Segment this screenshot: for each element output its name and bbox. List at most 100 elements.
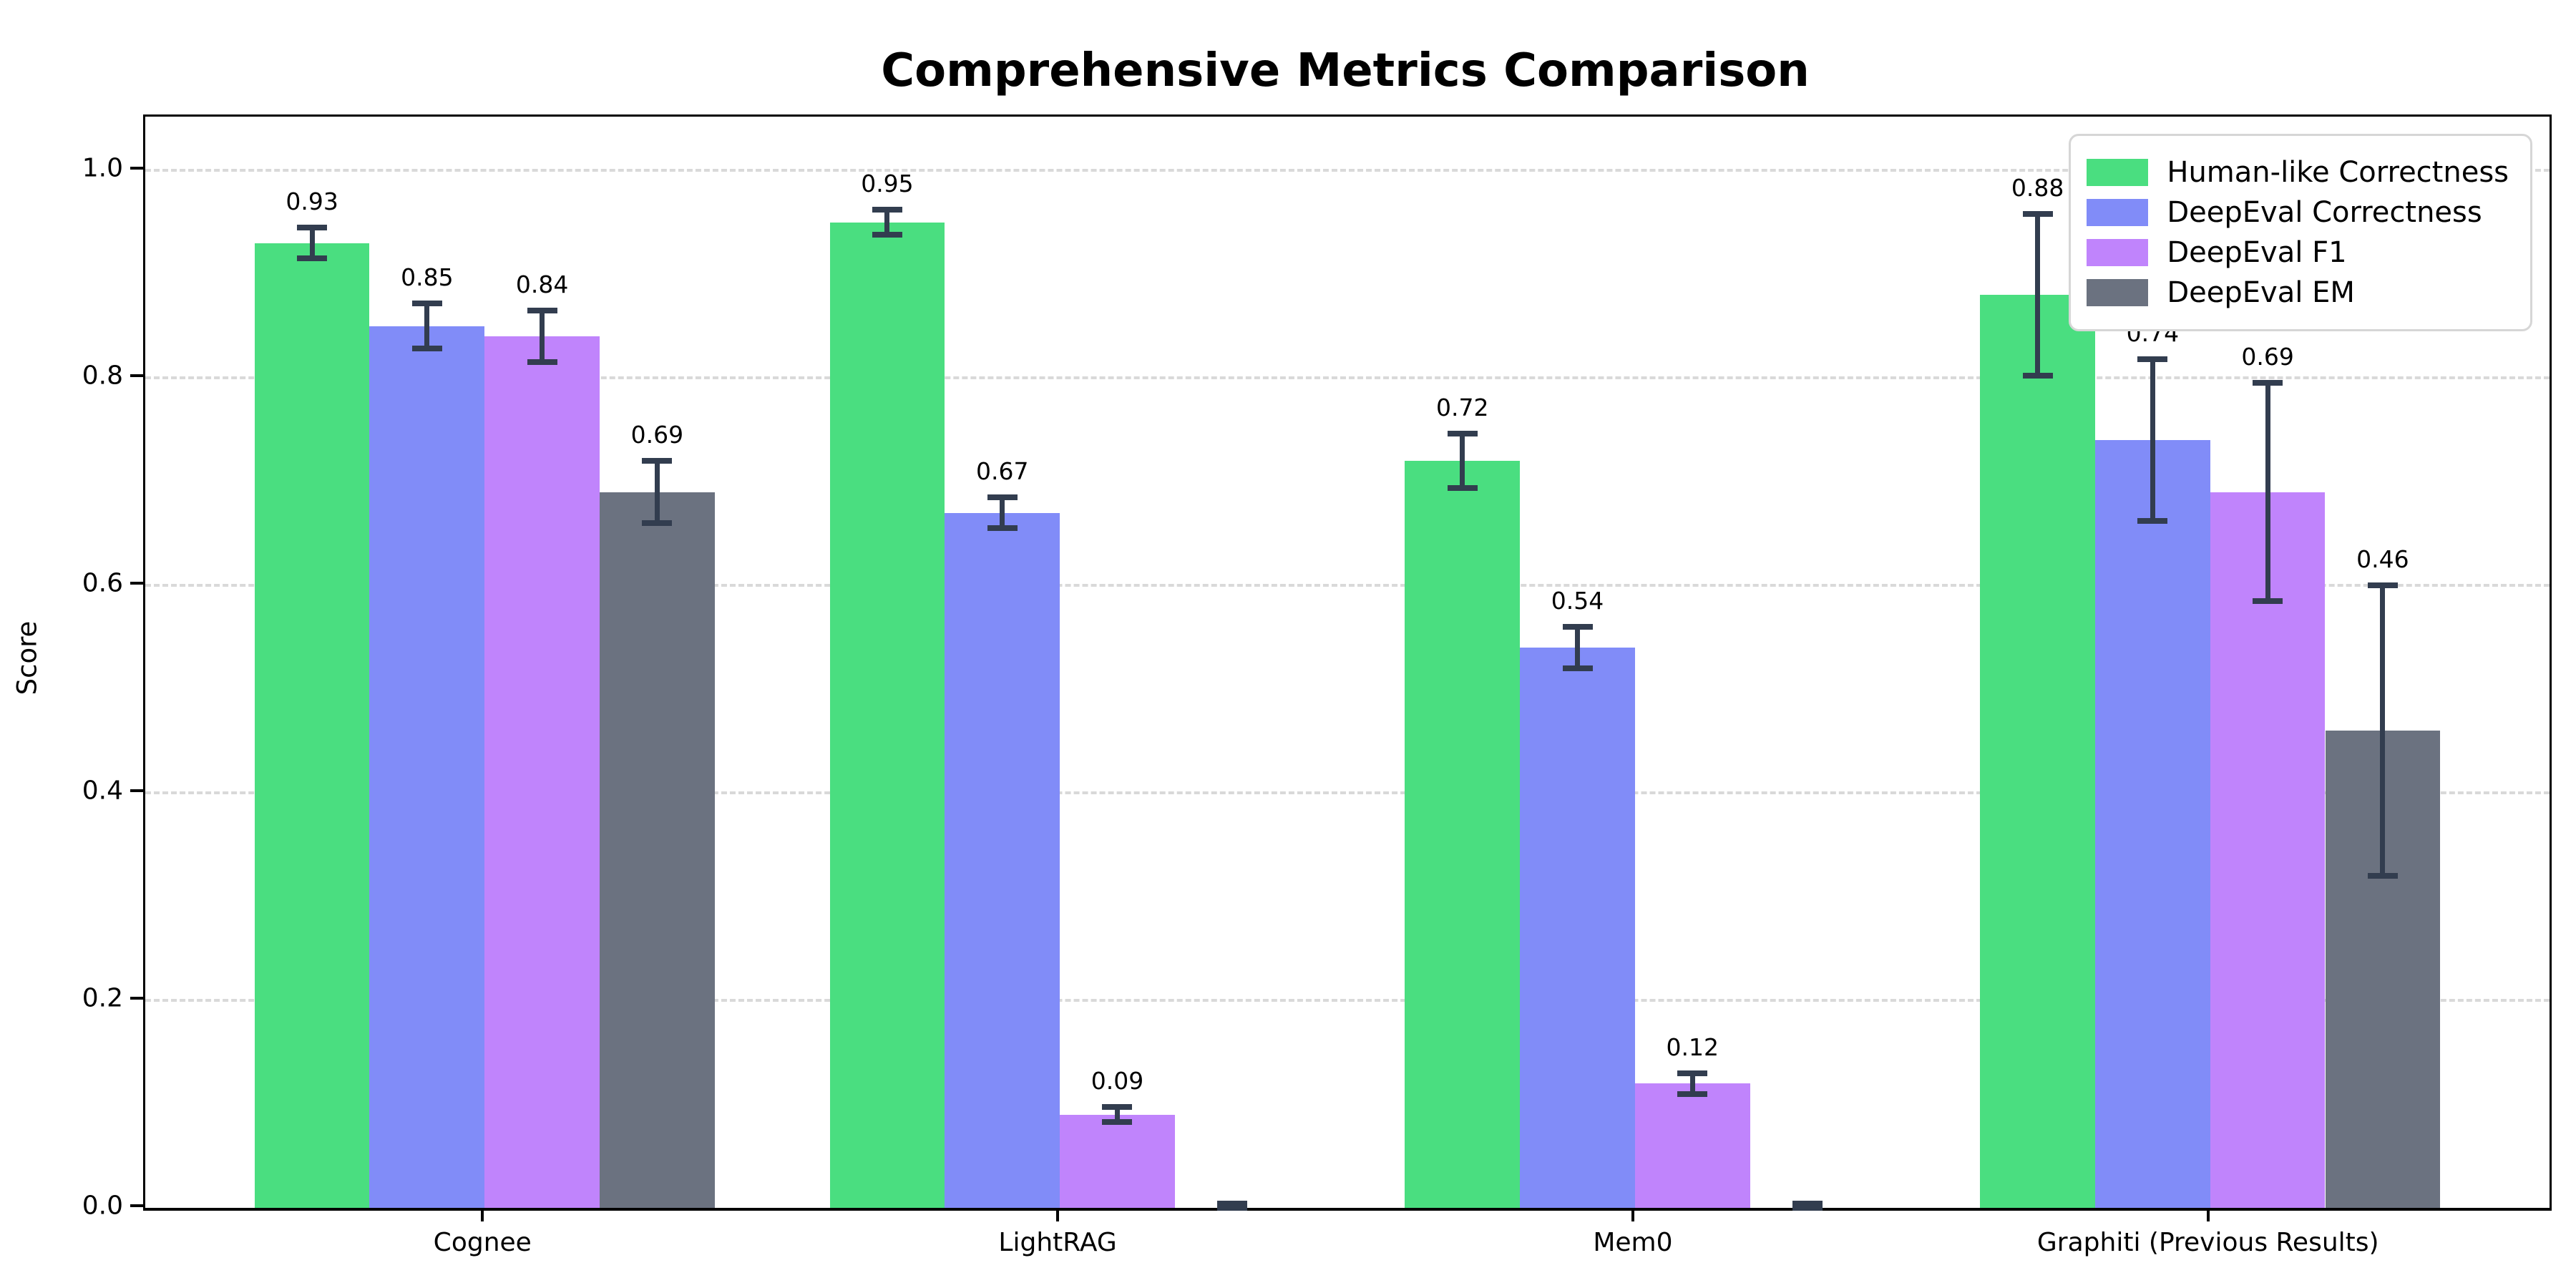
error-bar-cap (527, 307, 557, 313)
bar-value-label: 0.93 (286, 187, 338, 215)
y-tick-label: 0.6 (82, 568, 123, 598)
bar-deepeval-correctness-3 (2094, 440, 2210, 1208)
gridline-0.8 (145, 376, 2550, 379)
x-tick-label-2: Mem0 (1593, 1228, 1673, 1257)
bar-value-label: 0.67 (975, 457, 1029, 485)
bar-value-label: 0.85 (401, 263, 454, 291)
error-bar-cap (1447, 431, 1478, 437)
error-bar-cap (2253, 597, 2283, 604)
x-tick-label-3: Graphiti (Previous Results) (2036, 1228, 2379, 1257)
x-tick-mark (1631, 1209, 1634, 1221)
legend-label: DeepEval EM (2167, 276, 2355, 309)
error-bar-line (2035, 213, 2041, 376)
legend-item-2: DeepEval F1 (2087, 236, 2509, 269)
bar-value-label: 0.72 (1436, 394, 1489, 422)
bar-value-label: 0.69 (630, 421, 684, 449)
error-bar-cap (411, 346, 442, 352)
legend: Human-like Correctness DeepEval Correctne… (2069, 134, 2532, 331)
y-tick-label: 1.0 (82, 153, 123, 183)
legend-swatch (2087, 159, 2149, 186)
error-bar-cap (1447, 484, 1478, 491)
gridline-0.2 (145, 999, 2550, 1002)
error-bar-line (884, 210, 890, 235)
error-bar-cap (1217, 1201, 1248, 1207)
y-tick-label: 0.0 (82, 1191, 123, 1221)
error-bar-line (424, 303, 430, 349)
error-bar-line (1000, 497, 1005, 529)
bar-deepeval-f1-0 (484, 336, 600, 1208)
gridline-0.4 (145, 791, 2550, 794)
error-bar-line (1114, 1107, 1120, 1122)
bar-value-label: 0.12 (1666, 1033, 1719, 1061)
y-tick-mark (130, 582, 143, 585)
error-bar-cap (2022, 210, 2053, 217)
error-bar-cap (872, 231, 902, 238)
bar-deepeval-correctness-1 (945, 512, 1060, 1208)
bar-value-label: 0.95 (861, 170, 914, 198)
bar-human-like-correctness-3 (1980, 295, 2095, 1208)
legend-item-3: DeepEval EM (2087, 276, 2509, 309)
error-bar-line (1460, 434, 1465, 488)
error-bar-cap (297, 255, 328, 262)
error-bar-cap (872, 207, 902, 213)
chart-title: Comprehensive Metrics Comparison (881, 44, 1810, 97)
error-bar-cap (642, 520, 673, 526)
y-tick-mark (130, 997, 143, 1000)
error-bar-line (2380, 585, 2386, 876)
plot-area: Human-like Correctness DeepEval Correctne… (143, 114, 2552, 1211)
bar-deepeval-f1-1 (1060, 1114, 1175, 1208)
error-bar-cap (527, 359, 557, 366)
error-bar-cap (411, 300, 442, 306)
bar-value-label: 0.69 (2241, 343, 2294, 371)
error-bar-cap (1792, 1201, 1823, 1207)
bar-deepeval-correctness-2 (1520, 648, 1635, 1208)
bar-deepeval-correctness-0 (369, 326, 485, 1208)
error-bar-line (2265, 383, 2270, 601)
error-bar-cap (2367, 873, 2398, 879)
error-bar-cap (1102, 1118, 1133, 1125)
y-tick-mark (130, 789, 143, 792)
gridline-1 (145, 169, 2550, 172)
error-bar-cap (1677, 1070, 1708, 1076)
error-bar-line (1689, 1073, 1695, 1094)
error-bar-cap (1217, 1205, 1248, 1211)
gridline-0.6 (145, 584, 2550, 587)
bar-value-label: 0.46 (2356, 545, 2409, 573)
bar-deepeval-em-0 (600, 492, 715, 1208)
y-tick-label: 0.2 (82, 983, 123, 1013)
x-tick-mark (2206, 1209, 2210, 1221)
bar-value-label: 0.88 (2011, 173, 2064, 202)
legend-label: Human-like Correctness (2167, 156, 2509, 189)
legend-label: DeepEval Correctness (2167, 196, 2482, 229)
error-bar-cap (1792, 1205, 1823, 1211)
legend-label: DeepEval F1 (2167, 236, 2347, 269)
legend-item-0: Human-like Correctness (2087, 156, 2509, 189)
error-bar-line (1575, 627, 1581, 668)
y-tick-mark (130, 167, 143, 170)
legend-swatch (2087, 199, 2149, 226)
x-tick-mark (481, 1209, 484, 1221)
error-bar-cap (2022, 373, 2053, 379)
bar-human-like-correctness-0 (254, 243, 370, 1208)
legend-item-1: DeepEval Correctness (2087, 196, 2509, 229)
error-bar-line (654, 461, 660, 523)
error-bar-cap (987, 494, 1018, 500)
error-bar-cap (1102, 1104, 1133, 1111)
error-bar-line (540, 310, 545, 363)
error-bar-cap (2137, 356, 2168, 362)
bar-human-like-correctness-2 (1405, 461, 1521, 1208)
y-tick-label: 0.8 (82, 361, 123, 391)
bar-deepeval-f1-3 (2210, 492, 2326, 1208)
legend-swatch (2087, 239, 2149, 266)
error-bar-cap (297, 224, 328, 230)
legend-swatch (2087, 279, 2149, 306)
bar-human-like-correctness-1 (829, 222, 945, 1208)
error-bar-cap (2137, 518, 2168, 525)
error-bar-line (2150, 358, 2155, 522)
y-tick-label: 0.4 (82, 776, 123, 806)
error-bar-cap (1562, 624, 1593, 630)
error-bar-cap (987, 525, 1018, 532)
bar-value-label: 0.54 (1551, 587, 1604, 615)
error-bar-cap (642, 458, 673, 464)
